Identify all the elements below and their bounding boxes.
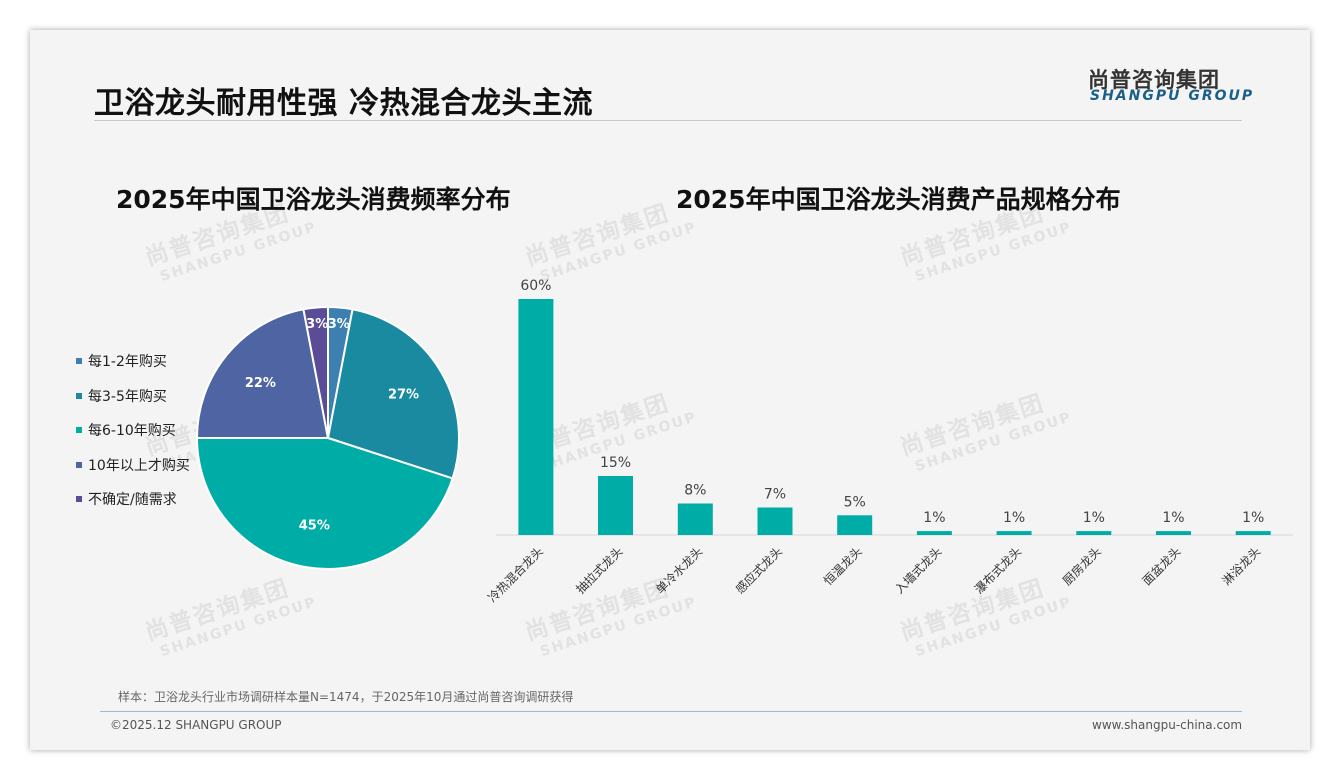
legend-item: 每1-2年购买	[76, 344, 190, 379]
legend-item: 不确定/随需求	[76, 482, 190, 517]
bar-data-label: 15%	[600, 455, 631, 471]
bar-data-label: 1%	[1083, 510, 1105, 526]
pie-data-label: 45%	[299, 519, 330, 534]
bar	[1156, 531, 1191, 535]
slide: 尚普咨询集团 SHANGPU GROUP 尚普咨询集团 SHANGPU GROUP …	[30, 30, 1310, 750]
x-tick-label: 感应式龙头	[732, 544, 785, 597]
bar	[757, 507, 793, 535]
x-tick-label: 冷热混合龙头	[484, 544, 546, 606]
x-tick-label: 抽拉式龙头	[573, 544, 626, 597]
bar	[837, 515, 873, 535]
title-divider	[94, 120, 1242, 121]
pie-legend: 每1-2年购买 每3-5年购买 每6-10年购买 10年以上才购买 不确定/随需求	[76, 344, 190, 517]
logo-chinese: 尚普咨询集团	[1088, 68, 1220, 92]
bar-data-label: 1%	[1162, 510, 1184, 526]
pie-chart-title: 2025年中国卫浴龙头消费频率分布	[116, 185, 511, 214]
legend-label: 不确定/随需求	[88, 492, 177, 509]
legend-swatch	[76, 392, 82, 399]
legend-item: 每6-10年购买	[76, 413, 190, 448]
x-tick-label: 恒温龙头	[821, 544, 865, 588]
legend-label: 每1-2年购买	[88, 354, 167, 371]
sample-note: 样本：卫浴龙头行业市场调研样本量N=1474，于2025年10月通过尚普咨询调研…	[118, 690, 574, 704]
pie-data-label: 3%	[328, 317, 350, 332]
bar-data-label: 5%	[844, 494, 866, 510]
x-tick-label: 淋浴龙头	[1219, 544, 1263, 588]
legend-label: 每3-5年购买	[88, 388, 167, 405]
pie-slice	[302, 305, 329, 439]
bar-data-label: 8%	[684, 483, 706, 499]
charts-canvas: 3% 27% 45% 22% 3% 60% 冷热混合龙头 15% 抽拉式龙头 8% 单冷水龙头 7%…	[195, 278, 1293, 605]
footer-divider	[100, 711, 1242, 712]
legend-swatch	[76, 358, 82, 365]
legend-item: 每3-5年购买	[76, 379, 190, 414]
legend-label: 每6-10年购买	[88, 423, 176, 440]
bar-chart-title: 2025年中国卫浴龙头消费产品规格分布	[676, 185, 1121, 214]
bar-data-label: 1%	[923, 510, 945, 526]
bar	[996, 531, 1032, 535]
website-url: www.shangpu-china.com	[1092, 718, 1243, 732]
legend-swatch	[76, 427, 82, 434]
pie-data-label: 3%	[306, 317, 328, 332]
bar-chart: 60% 冷热混合龙头 15% 抽拉式龙头 8% 单冷水龙头 7% 感应式龙头 5% 恒温龙头 1% 入…	[484, 278, 1293, 605]
bar-data-label: 1%	[1003, 510, 1025, 526]
bar	[916, 531, 952, 535]
bar-data-label: 1%	[1242, 510, 1264, 526]
logo-english: SHANGPU GROUP	[1090, 88, 1255, 104]
pie-slice	[326, 308, 460, 480]
bar-data-label: 7%	[764, 487, 786, 503]
bar-data-label: 60%	[520, 278, 551, 294]
pie-chart: 3% 27% 45% 22% 3%	[195, 305, 460, 570]
pie-slice	[195, 308, 330, 439]
bar	[598, 476, 633, 535]
legend-swatch	[76, 461, 82, 468]
pie-data-label: 22%	[245, 376, 276, 391]
legend-item: 10年以上才购买	[76, 448, 190, 483]
legend-label: 10年以上才购买	[88, 457, 190, 474]
bar	[1235, 531, 1271, 535]
x-tick-label: 单冷水龙头	[653, 544, 705, 596]
x-tick-label: 面盆龙头	[1140, 544, 1184, 588]
x-tick-label: 入墙式龙头	[892, 544, 944, 596]
bar	[1076, 531, 1112, 535]
copyright: ©2025.12 SHANGPU GROUP	[110, 718, 282, 732]
legend-swatch	[76, 496, 82, 503]
pie-slice	[195, 437, 454, 570]
bar	[518, 299, 554, 535]
x-tick-label: 瀑布式龙头	[972, 544, 1024, 596]
page-title: 卫浴龙头耐用性强 冷热混合龙头主流	[94, 86, 593, 121]
x-tick-label: 厨房龙头	[1059, 544, 1104, 589]
bar	[677, 503, 713, 535]
pie-data-label: 27%	[388, 387, 419, 402]
